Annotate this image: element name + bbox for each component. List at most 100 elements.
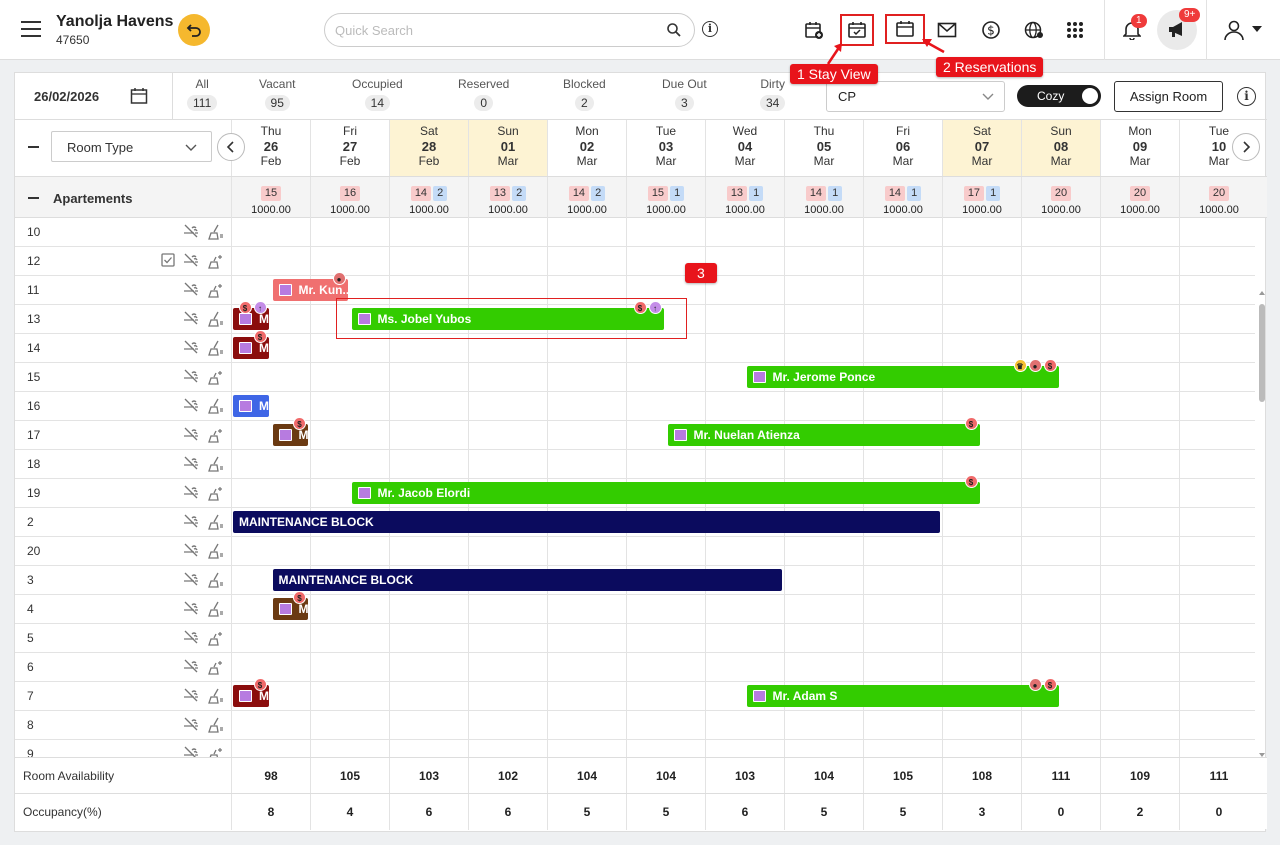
group-day-cell[interactable]: 17 1 1000.00	[942, 177, 1021, 218]
group-day-cell[interactable]: 20 1000.00	[1100, 177, 1179, 218]
reservation-bar[interactable]: M $	[233, 330, 269, 359]
clean-status-icon[interactable]	[208, 485, 224, 506]
rate-plan-select[interactable]: CP	[826, 81, 1005, 112]
assign-room-button[interactable]: Assign Room	[1114, 81, 1223, 112]
maintenance-block[interactable]: MAINTENANCE BLOCK	[233, 511, 940, 533]
group-day-cell[interactable]: 13 1 1000.00	[705, 177, 784, 218]
new-reservation-button[interactable]	[797, 14, 831, 46]
date-picker-icon[interactable]	[130, 87, 148, 105]
clean-status-icon[interactable]	[208, 427, 224, 448]
group-day-cell[interactable]: 15 1 1000.00	[626, 177, 705, 218]
dirty-status-icon[interactable]	[208, 456, 224, 477]
caret-down-icon[interactable]	[1252, 26, 1262, 32]
no-smoking-icon[interactable]	[183, 311, 199, 330]
dirty-status-icon[interactable]	[208, 514, 224, 535]
search-icon[interactable]	[666, 22, 682, 38]
globe-button[interactable]	[1017, 14, 1051, 46]
no-smoking-icon[interactable]	[183, 572, 199, 591]
clean-status-icon[interactable]	[208, 253, 224, 274]
room-type-select[interactable]: Room Type	[51, 131, 212, 162]
no-smoking-icon[interactable]	[183, 340, 199, 359]
stat-occupied[interactable]: Occupied 14	[352, 77, 403, 112]
dirty-status-icon[interactable]	[208, 572, 224, 593]
scrollbar-thumb[interactable]	[1259, 304, 1265, 402]
no-smoking-icon[interactable]	[183, 485, 199, 504]
reservation-bar[interactable]: Mr. Jacob Elordi $	[351, 475, 980, 504]
reservations-button[interactable]	[885, 14, 925, 44]
reservation-bar[interactable]: M $	[272, 591, 308, 620]
reservation-bar[interactable]: M $	[233, 678, 269, 707]
vertical-scrollbar[interactable]	[1259, 290, 1265, 760]
group-day-cell[interactable]: 13 2 1000.00	[468, 177, 547, 218]
no-smoking-icon[interactable]	[183, 514, 199, 533]
cell-divider	[231, 334, 232, 362]
reservation-bar[interactable]: M $	[272, 417, 308, 446]
reservation-bar[interactable]: Mr. Jerome Ponce ♛ ● $	[746, 359, 1059, 388]
clean-status-icon[interactable]	[208, 282, 224, 303]
search-input[interactable]	[335, 21, 655, 39]
stat-due-out[interactable]: Due Out 3	[662, 77, 707, 112]
reservation-bar[interactable]: Ms. Jobel Yubos $ ↑	[351, 301, 664, 330]
maintenance-block[interactable]: MAINTENANCE BLOCK	[272, 569, 782, 591]
no-smoking-icon[interactable]	[183, 601, 199, 620]
clean-status-icon[interactable]	[208, 369, 224, 390]
scroll-down-icon[interactable]	[1259, 752, 1265, 758]
no-smoking-icon[interactable]	[183, 630, 199, 649]
stat-dirty[interactable]: Dirty 34	[760, 77, 786, 112]
menu-icon[interactable]	[21, 21, 41, 37]
no-smoking-icon[interactable]	[183, 253, 199, 272]
billing-button[interactable]: $	[974, 14, 1008, 46]
no-smoking-icon[interactable]	[183, 659, 199, 678]
group-day-cell[interactable]: 14 1 1000.00	[784, 177, 863, 218]
no-smoking-icon[interactable]	[183, 688, 199, 707]
clean-status-icon[interactable]	[208, 659, 224, 680]
cozy-toggle[interactable]: Cozy	[1017, 85, 1101, 107]
dirty-status-icon[interactable]	[208, 398, 224, 419]
group-day-cell[interactable]: 20 1000.00	[1179, 177, 1258, 218]
stat-vacant[interactable]: Vacant 95	[259, 77, 295, 112]
dirty-status-icon[interactable]	[208, 688, 224, 709]
reservation-bar[interactable]: Mr. Nuelan Atienza $	[667, 417, 980, 446]
dirty-status-icon[interactable]	[208, 340, 224, 361]
apps-button[interactable]	[1058, 14, 1092, 46]
collapse-group-icon[interactable]	[28, 197, 39, 199]
no-smoking-icon[interactable]	[183, 543, 199, 562]
stat-all[interactable]: All 111	[187, 77, 218, 112]
no-smoking-icon[interactable]	[183, 717, 199, 736]
scroll-up-icon[interactable]	[1259, 290, 1265, 296]
group-day-cell[interactable]: 14 1 1000.00	[863, 177, 942, 218]
no-smoking-icon[interactable]	[183, 427, 199, 446]
stat-reserved[interactable]: Reserved 0	[458, 77, 509, 112]
stat-blocked[interactable]: Blocked 2	[563, 77, 606, 112]
dirty-status-icon[interactable]	[208, 224, 224, 245]
no-smoking-icon[interactable]	[183, 369, 199, 388]
reservation-bar[interactable]: M	[233, 395, 269, 417]
dirty-status-icon[interactable]	[208, 311, 224, 332]
no-smoking-icon[interactable]	[183, 282, 199, 301]
reservation-bar[interactable]: M $ ↑	[233, 301, 269, 330]
stay-view-button[interactable]	[840, 14, 874, 46]
no-smoking-icon[interactable]	[183, 456, 199, 475]
collapse-all-icon[interactable]	[28, 146, 39, 148]
user-menu-button[interactable]	[1217, 14, 1251, 46]
no-smoking-icon[interactable]	[183, 224, 199, 243]
dirty-status-icon[interactable]	[208, 543, 224, 564]
group-day-cell[interactable]: 14 2 1000.00	[547, 177, 626, 218]
undo-button[interactable]	[178, 14, 210, 46]
clean-status-icon[interactable]	[208, 630, 224, 651]
next-dates-button[interactable]	[1232, 133, 1260, 161]
mail-button[interactable]	[930, 14, 964, 46]
prev-dates-button[interactable]	[217, 133, 245, 161]
group-day-cell[interactable]: 15 1000.00	[231, 177, 310, 218]
group-day-cell[interactable]: 14 2 1000.00	[389, 177, 468, 218]
group-day-cell[interactable]: 20 1000.00	[1021, 177, 1100, 218]
inspected-icon[interactable]	[161, 253, 175, 272]
search-info-icon[interactable]: i	[702, 21, 718, 37]
no-smoking-icon[interactable]	[183, 398, 199, 417]
dirty-status-icon[interactable]	[208, 717, 224, 738]
dirty-status-icon[interactable]	[208, 601, 224, 622]
info-icon[interactable]: i	[1237, 87, 1256, 106]
reservation-bar[interactable]: Mr. Kun... ●	[272, 272, 348, 301]
reservation-bar[interactable]: Mr. Adam S ● $	[746, 678, 1059, 707]
group-day-cell[interactable]: 16 1000.00	[310, 177, 389, 218]
